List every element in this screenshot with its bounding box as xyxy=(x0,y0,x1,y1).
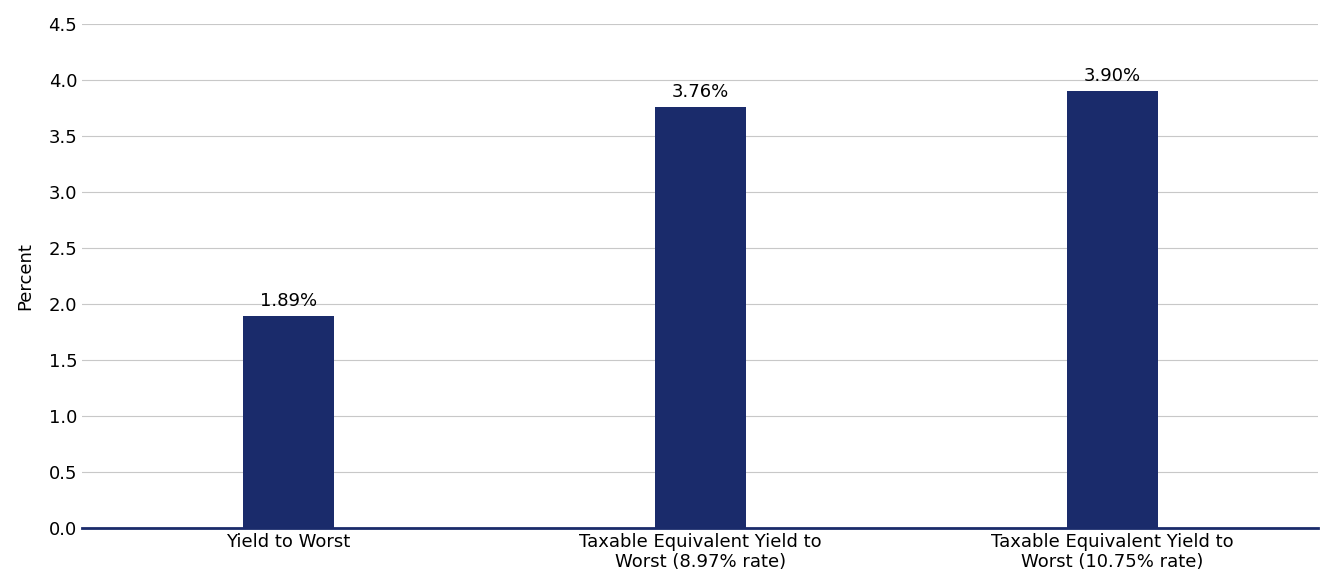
Text: 3.76%: 3.76% xyxy=(672,83,729,101)
Bar xyxy=(1067,91,1157,527)
Bar xyxy=(655,106,745,527)
Text: 1.89%: 1.89% xyxy=(259,292,316,310)
Bar xyxy=(243,316,334,527)
Text: 3.90%: 3.90% xyxy=(1084,67,1141,85)
Y-axis label: Percent: Percent xyxy=(16,242,35,310)
